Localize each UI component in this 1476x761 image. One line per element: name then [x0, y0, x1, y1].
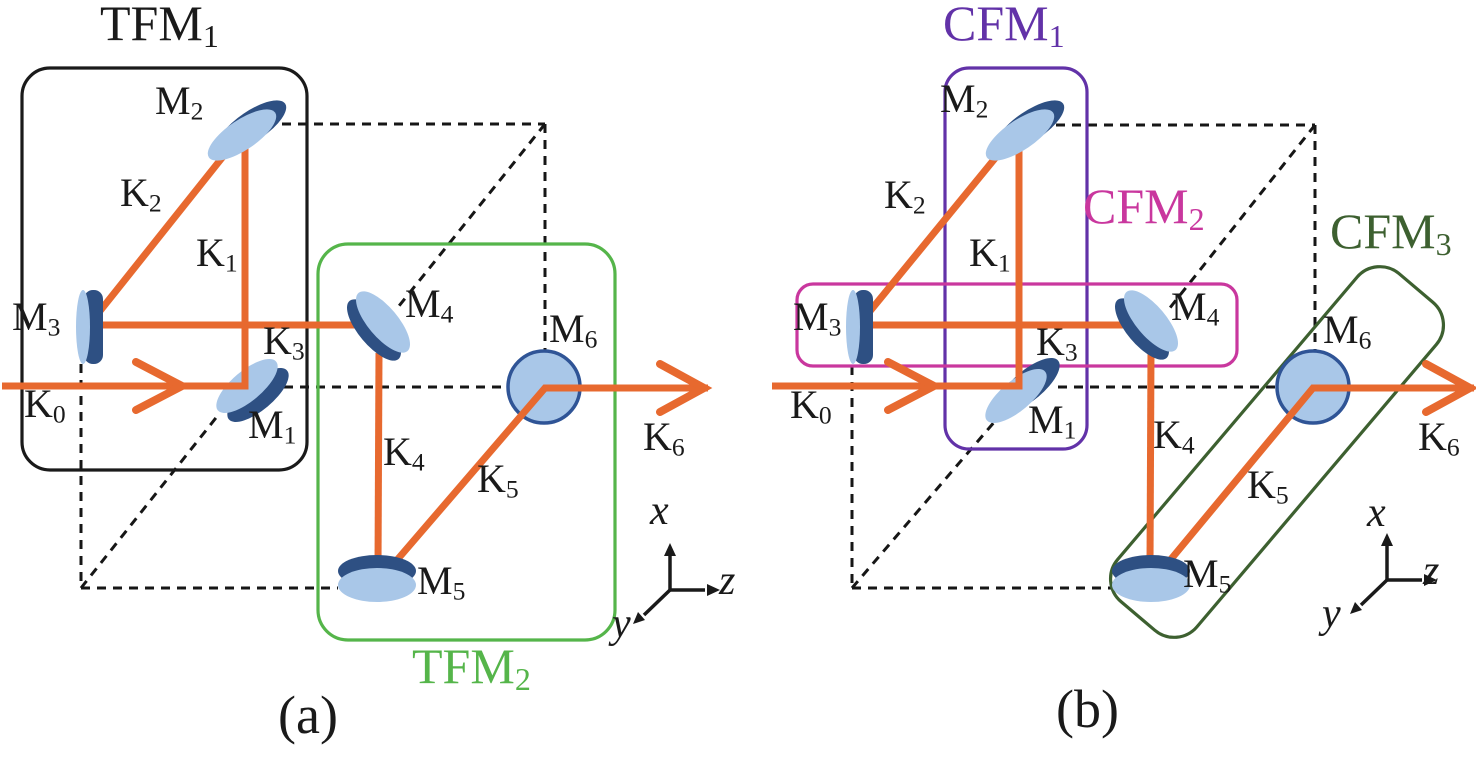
y-axis-arrowhead-a: [633, 612, 645, 624]
x-axis-arrowhead-a: [664, 543, 676, 556]
mirror-m1-face-b: [985, 369, 1047, 423]
beam-k6-arrowhead-b: [1422, 360, 1476, 416]
label-mirror-m1-a: M1: [248, 402, 297, 450]
label-group-cfm3: CFM3: [1330, 203, 1452, 263]
beam-k5-k6-b: [1164, 384, 1474, 567]
z-axis-label-a: z: [719, 558, 736, 604]
label-group-tfm1: TFM1: [100, 0, 219, 55]
caption-panel-b: (b): [1056, 679, 1119, 739]
x-axis-label-b: x: [1367, 490, 1386, 536]
mirror-m4-face-b: [1124, 290, 1178, 352]
y-axis-line-b: [1359, 578, 1389, 607]
label-mirror-m2-b: M2: [940, 76, 989, 124]
label-beam-k3-b: K3: [1036, 319, 1078, 367]
beam-k0-k1-b: [772, 129, 1023, 390]
label-beam-k0-a: K0: [24, 381, 66, 429]
label-group-tfm2: TFM2: [412, 638, 531, 698]
label-beam-k1-a: K1: [196, 230, 238, 278]
guide-depth-to-m4-b: [1167, 124, 1317, 310]
label-beam-k5-a: K5: [477, 456, 519, 504]
y-axis-arrowhead-b: [1350, 602, 1362, 614]
mirror-m3-face-b: [846, 290, 860, 364]
tfm1-box: [20, 66, 309, 472]
z-axis-arrowhead-b: [1424, 574, 1437, 586]
label-mirror-m4-a: M4: [405, 281, 454, 329]
label-mirror-m3-a: M3: [12, 294, 61, 342]
beam-k4-b: [1146, 351, 1155, 565]
label-beam-k6-a: K6: [643, 414, 685, 462]
cfm1-box: [943, 66, 1089, 451]
z-axis-label-b: z: [1423, 548, 1440, 594]
beam-k4-a: [374, 352, 383, 568]
label-beam-k5-b: K5: [1247, 462, 1289, 510]
caption-panel-a: (a): [278, 685, 338, 745]
mirror-m4-face-a: [356, 291, 410, 353]
mirror-m5-face-b: [1112, 568, 1190, 602]
group-boxes: [20, 66, 1446, 642]
axis-triads: [633, 533, 1437, 624]
beam-paths: [2, 126, 1476, 570]
label-group-cfm1: CFM1: [943, 0, 1065, 55]
label-beam-k4-a: K4: [383, 429, 425, 477]
label-group-cfm2: CFM2: [1083, 178, 1205, 238]
label-mirror-m6-b: M6: [1323, 307, 1372, 355]
beam-k6-arrowhead-a: [656, 360, 713, 416]
mirror-m5-face-a: [338, 568, 416, 602]
label-beam-k2-b: K2: [884, 172, 926, 220]
label-beam-k3-a: K3: [263, 318, 305, 366]
label-mirror-m4-b: M4: [1171, 284, 1220, 332]
guide-depth-to-m1-a: [79, 413, 221, 589]
label-beam-k4-b: K4: [1153, 412, 1195, 460]
label-mirror-m6-a: M6: [549, 306, 598, 354]
y-axis-line-a: [642, 588, 672, 617]
tfm2-box: [316, 242, 617, 642]
guide-depth-to-m4-a: [397, 123, 547, 307]
x-axis-arrowhead-b: [1381, 533, 1393, 546]
beam-k5-k6-a: [388, 384, 708, 570]
cfm3-box: [1108, 265, 1446, 639]
beam-k0-arrowhead-b: [884, 358, 943, 414]
x-axis-label-a: x: [650, 488, 669, 534]
mirror-m2-face-b: [985, 109, 1055, 161]
beam-k0-k1-a: [2, 129, 249, 390]
label-beam-k0-b: K0: [790, 382, 832, 430]
label-mirror-m5-a: M5: [417, 558, 466, 606]
y-axis-label-b: y: [1322, 591, 1341, 637]
label-beam-k2-a: K2: [120, 170, 162, 218]
label-mirror-m2-a: M2: [155, 78, 204, 126]
label-beam-k6-b: K6: [1418, 414, 1460, 462]
y-axis-label-a: y: [612, 601, 631, 647]
label-beam-k1-b: K1: [969, 230, 1011, 278]
label-mirror-m5-b: M5: [1183, 551, 1232, 599]
dashed-guides: [79, 122, 1317, 590]
mirror-discs: [76, 100, 1190, 602]
guide-depth-to-m1-b: [850, 405, 1010, 589]
z-axis-arrowhead-a: [707, 584, 720, 596]
label-mirror-m3-b: M3: [793, 294, 842, 342]
mirror-m3-face-a: [76, 290, 90, 364]
beam-k0-arrowhead-a: [132, 358, 191, 414]
label-mirror-m1-b: M1: [1028, 397, 1077, 445]
mirror-m2-face-a: [207, 109, 277, 161]
